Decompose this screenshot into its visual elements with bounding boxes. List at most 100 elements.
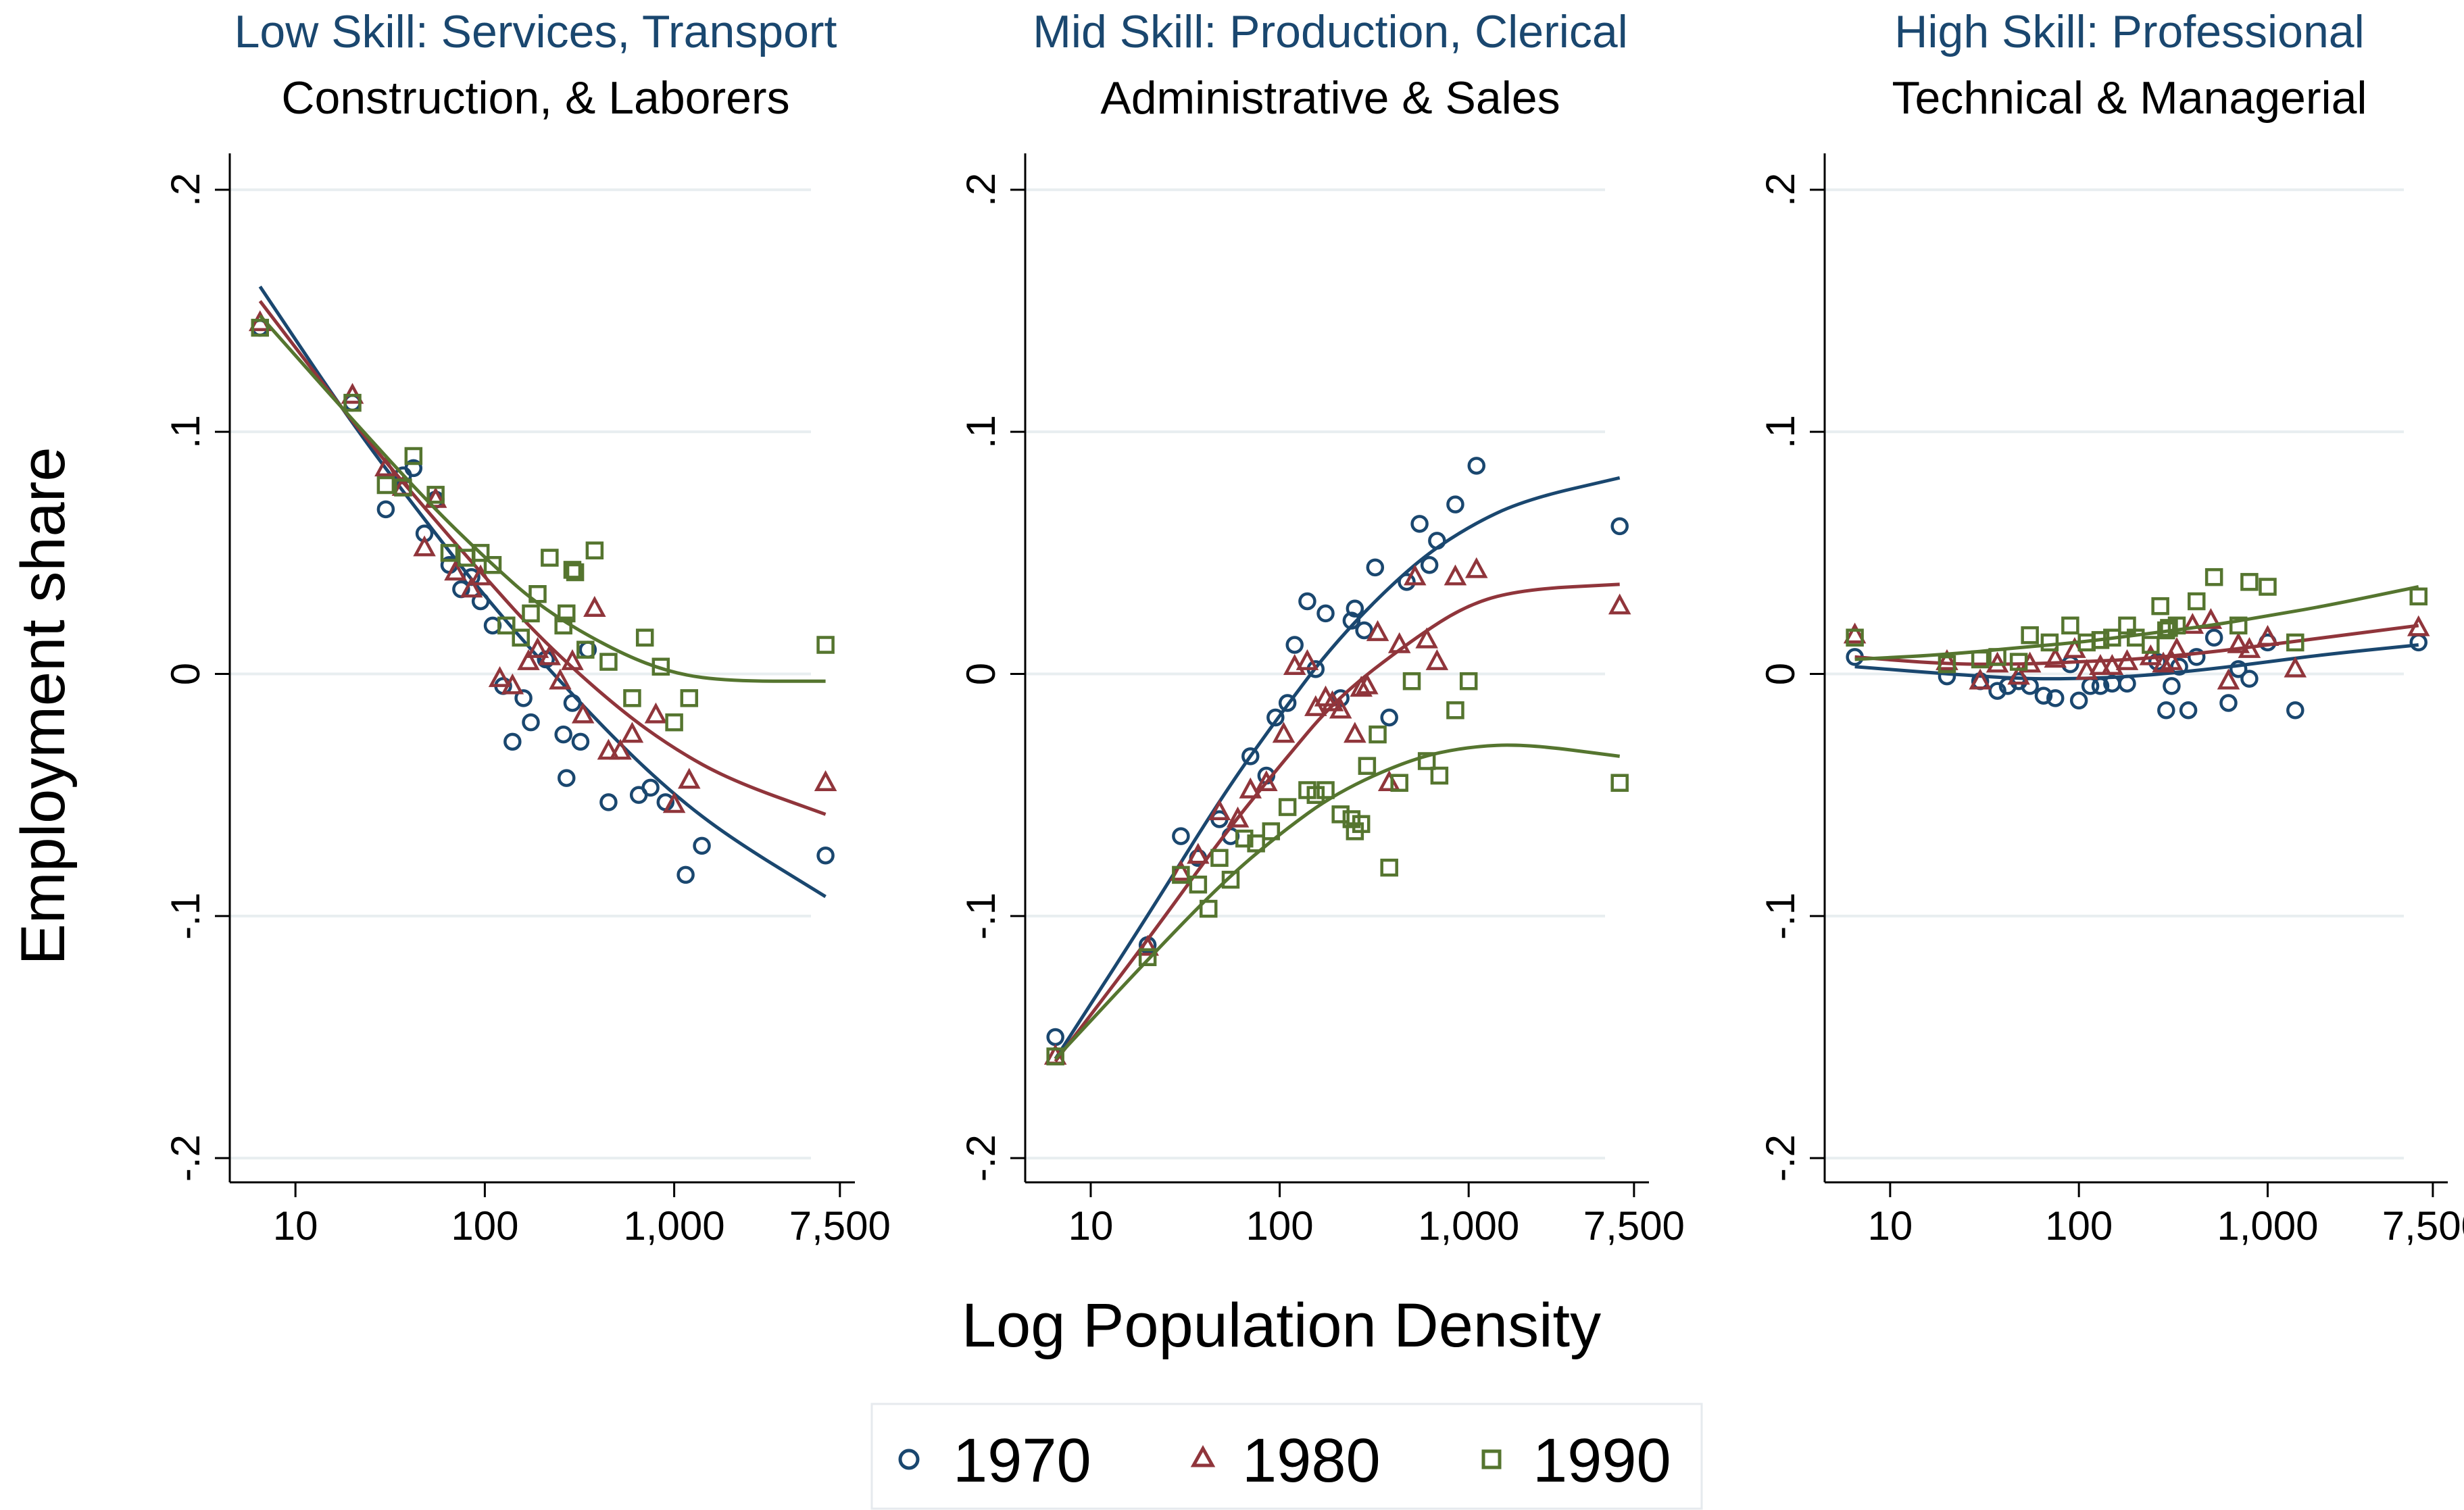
point-1970 — [1300, 594, 1314, 609]
x-tick-label: 100 — [451, 1203, 518, 1249]
point-1990 — [637, 630, 652, 645]
point-1970 — [2071, 693, 2086, 708]
x-tick-label: 7,500 — [789, 1203, 891, 1249]
point-1990 — [523, 606, 538, 621]
point-1980 — [1307, 699, 1325, 715]
y-tick-label: 0 — [958, 663, 1004, 685]
x-tick-label: 7,500 — [1583, 1203, 1685, 1249]
point-1990 — [601, 655, 616, 670]
point-1990 — [2242, 574, 2257, 589]
point-1970 — [2221, 696, 2236, 711]
point-1970 — [1382, 710, 1397, 725]
y-tick-label: 0 — [1758, 663, 1803, 685]
point-1970 — [1412, 516, 1427, 531]
point-1990 — [667, 715, 682, 730]
point-1970 — [2063, 657, 2077, 672]
point-1970 — [679, 867, 693, 882]
y-tick-label: 0 — [163, 663, 208, 685]
x-axis-title: Log Population Density — [962, 1291, 1601, 1360]
y-tick-label: -.1 — [1758, 892, 1803, 940]
panel-3: High Skill: Professional Technical & Mana… — [1758, 6, 2464, 1249]
point-1970 — [556, 727, 571, 742]
panel-title-line1: Low Skill: Services, Transport — [235, 6, 837, 57]
point-1990 — [1612, 776, 1627, 790]
point-1990 — [1448, 703, 1462, 718]
series-1970 — [253, 286, 833, 897]
x-tick-label: 1,000 — [2217, 1203, 2318, 1249]
point-1990 — [682, 690, 697, 705]
point-1970 — [1368, 560, 1383, 575]
series-1990 — [1048, 674, 1627, 1063]
x-tick-label: 1,000 — [1418, 1203, 1519, 1249]
series-1980 — [1047, 560, 1629, 1063]
fit-line-1990 — [260, 316, 826, 681]
panel-title-line1: High Skill: Professional — [1894, 6, 2364, 57]
point-1970 — [2207, 630, 2221, 645]
point-1990 — [1319, 783, 1333, 798]
point-1990 — [1404, 674, 1419, 688]
point-1990 — [1360, 759, 1375, 774]
panel-2: Mid Skill: Production, ClericalAdministr… — [958, 6, 1685, 1249]
y-tick-label: .1 — [1758, 415, 1803, 449]
point-1990 — [1461, 674, 1476, 688]
point-1990 — [2189, 594, 2204, 609]
point-1970 — [2119, 676, 2134, 691]
point-1990 — [1212, 851, 1227, 865]
panel-title-line2: Technical & Managerial — [1892, 72, 2367, 124]
point-1980 — [817, 774, 835, 790]
point-1990 — [2023, 628, 2038, 643]
point-1980 — [416, 538, 433, 555]
series-1970 — [1048, 458, 1627, 1059]
fit-line-1990 — [1855, 587, 2419, 660]
point-1990 — [818, 638, 833, 653]
point-1990 — [378, 478, 393, 493]
point-1980 — [1428, 653, 1446, 669]
point-1990 — [1382, 860, 1397, 875]
y-tick-label: .2 — [958, 173, 1004, 207]
point-1990 — [2207, 570, 2221, 584]
y-tick-label: -.1 — [958, 892, 1004, 940]
x-tick-label: 100 — [1246, 1203, 1314, 1249]
point-1970 — [1048, 1030, 1063, 1045]
panels: Low Skill: Services, Transport Constructi… — [163, 6, 2464, 1249]
point-1990 — [624, 690, 639, 705]
fit-line-1970 — [260, 286, 826, 897]
point-1970 — [1319, 606, 1333, 621]
point-1990 — [1371, 727, 1385, 742]
point-1980 — [1611, 597, 1629, 613]
point-1990 — [1280, 800, 1295, 815]
panel-title-line2: Construction, & Laborers — [281, 72, 789, 124]
y-tick-label: -.1 — [163, 892, 208, 940]
x-tick-label: 10 — [1068, 1203, 1114, 1249]
point-1970 — [1173, 829, 1188, 844]
point-1970 — [1287, 638, 1302, 653]
fit-line-1970 — [1056, 478, 1620, 1059]
y-tick-label: -.2 — [163, 1134, 208, 1182]
x-tick-label: 1,000 — [624, 1203, 725, 1249]
point-1970 — [559, 771, 574, 786]
point-1970 — [818, 848, 833, 863]
point-1970 — [2288, 703, 2302, 718]
point-1970 — [1448, 497, 1462, 512]
point-1970 — [2411, 635, 2426, 650]
legend-label-1990: 1990 — [1533, 1426, 1671, 1495]
point-1990 — [2260, 580, 2275, 595]
point-1990 — [2153, 599, 2168, 613]
legend: 1970 1980 1990 — [872, 1404, 1702, 1509]
y-tick-label: .1 — [958, 415, 1004, 449]
point-1990 — [1333, 807, 1348, 822]
point-1980 — [586, 599, 603, 615]
point-1980 — [1275, 725, 1292, 741]
point-1970 — [565, 696, 580, 711]
legend-label-1980: 1980 — [1242, 1426, 1381, 1495]
point-1980 — [1468, 560, 1485, 576]
point-1990 — [587, 543, 602, 558]
x-tick-label: 100 — [2045, 1203, 2113, 1249]
point-1970 — [523, 715, 538, 730]
point-1980 — [491, 670, 509, 686]
point-1970 — [378, 502, 393, 517]
y-tick-label: -.2 — [1758, 1134, 1803, 1182]
series-1990 — [1848, 570, 2426, 672]
point-1990 — [542, 551, 557, 565]
